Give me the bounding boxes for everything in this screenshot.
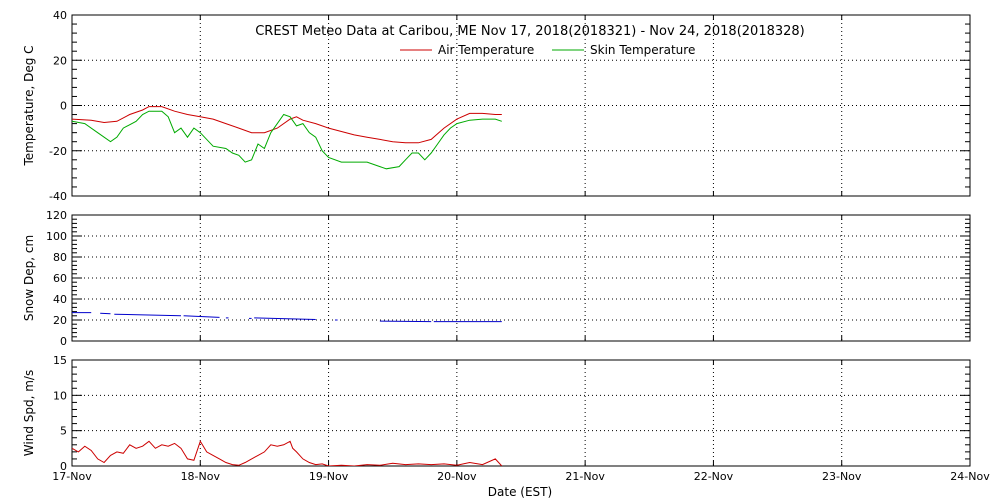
plot-frame (71, 359, 971, 467)
snow-depth-series-0-line (114, 313, 182, 317)
y-tick-label: 10 (53, 389, 67, 402)
x-tick-label: 18-Nov (181, 470, 221, 483)
chart-legend: Air Temperature Skin Temperature (400, 43, 695, 57)
y-axis-label: Temperature, Deg C (22, 45, 36, 166)
chart-title: CREST Meteo Data at Caribou, ME Nov 17, … (255, 24, 805, 39)
y-tick-label: 40 (53, 293, 67, 306)
snow-depth-series-0-line (379, 320, 432, 323)
temperature-series-0-line (72, 106, 502, 144)
x-tick-label: 22-Nov (694, 470, 734, 483)
x-tick-label: 17-Nov (52, 470, 92, 483)
y-tick-label: 120 (46, 209, 67, 222)
y-tick-label: 20 (53, 314, 67, 327)
y-tick-label: 15 (53, 354, 67, 367)
temperature-series-1-line (72, 110, 502, 170)
legend-skin-temperature-label: Skin Temperature (590, 43, 695, 57)
wind-speed-panel: 0 5 10 15 Wind Spd, m/s (22, 354, 971, 473)
y-tick-label: 40 (53, 9, 67, 22)
y-tick-label: 0 (60, 100, 67, 113)
x-tick-label: 23-Nov (822, 470, 862, 483)
snow-depth-panel: 0 20 40 60 80 100 120 Snow Dep, cm (22, 209, 971, 348)
x-axis-tick-labels: 17-Nov 18-Nov 19-Nov 20-Nov 21-Nov 22-Nov 23-N… (52, 470, 990, 483)
x-tick-label: 24-Nov (950, 470, 990, 483)
snow-depth-series-0-line (183, 315, 220, 318)
x-tick-label: 19-Nov (309, 470, 349, 483)
y-tick-label: 0 (60, 335, 67, 348)
plot-frame (71, 214, 971, 342)
y-tick-label: 60 (53, 272, 67, 285)
temperature-panel: -40 -20 0 20 40 Temperature, Deg C (22, 9, 971, 203)
snow-depth-series-0-line (100, 312, 111, 315)
y-axis-label: Snow Dep, cm (22, 235, 36, 321)
y-tick-label: 0 (60, 460, 67, 473)
y-tick-label: 80 (53, 251, 67, 264)
y-tick-label: 20 (53, 54, 67, 67)
snow-depth-series-0-line (254, 317, 316, 320)
y-tick-label: -20 (49, 145, 67, 158)
plot-frame (71, 14, 971, 197)
legend-air-temperature-label: Air Temperature (438, 43, 534, 57)
y-tick-label: 5 (60, 425, 67, 438)
y-tick-label: 100 (46, 230, 67, 243)
wind-speed-series-0-line (72, 440, 503, 466)
y-axis-label: Wind Spd, m/s (22, 370, 36, 456)
x-tick-label: 20-Nov (437, 470, 477, 483)
x-axis-label: Date (EST) (488, 485, 552, 499)
x-tick-label: 21-Nov (565, 470, 605, 483)
y-tick-label: -40 (49, 190, 67, 203)
